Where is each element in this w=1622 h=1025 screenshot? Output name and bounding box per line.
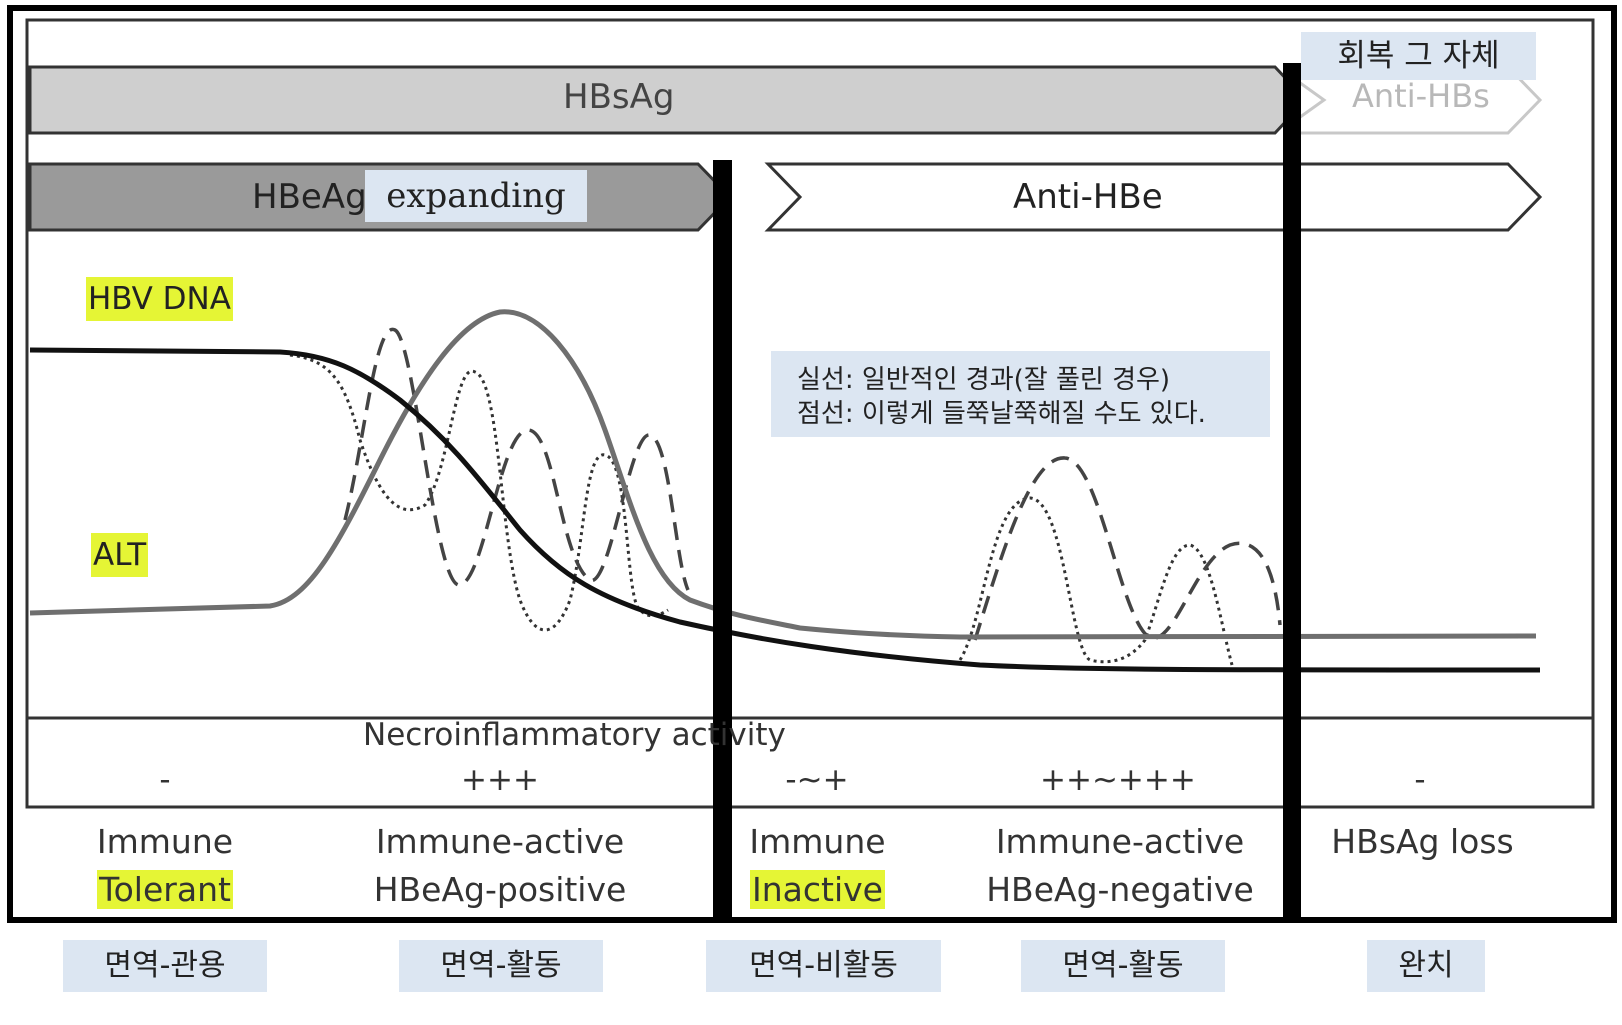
phase-2-label: Immune-active HBeAg-positive [340,818,660,914]
dna-dotted-curve-2 [958,496,1234,666]
korean-phase-3: 면역-비활동 [706,940,941,992]
phase-1-label: Immune Tolerant [45,818,285,914]
divider-1 [713,160,732,920]
alt-label: ALT [91,533,149,577]
phase-2-line2: HBeAg-positive [373,870,627,909]
phase-4-line2: HBeAg-negative [986,870,1254,909]
korean-phase-2: 면역-활동 [399,940,603,992]
anti-hbe-label: Anti-HBe [1013,177,1163,217]
hbeag-label: HBeAg [252,177,367,217]
alt-dashed-curve-2 [973,456,1282,641]
korean-phase-5: 완치 [1367,940,1485,992]
alt-solid-curve [29,309,1537,640]
phase-5-label: HBsAg loss [1305,818,1540,866]
anti-hbs-notch [1295,78,1327,122]
phase-5-line1: HBsAg loss [1331,822,1514,861]
phase-4-label: Immune-active HBeAg-negative [960,818,1280,914]
necro-value-1: - [159,762,171,798]
legend-box: 실선: 일반적인 경과(잘 풀린 경우) 점선: 이렇게 들쭉날쭉해질 수도 있… [771,351,1270,437]
legend-dotted-line: 점선: 이렇게 들쭉날쭉해질 수도 있다. [797,399,1206,429]
recovery-note: 회복 그 자체 [1301,32,1536,80]
legend-solid-line: 실선: 일반적인 경과(잘 풀린 경우) [797,365,1171,395]
phase-4-line1: Immune-active [995,822,1245,861]
necro-value-5: - [1414,762,1426,798]
anti-hbe-arrow [764,162,1543,232]
alt-dashed-curve [343,327,690,591]
phase-3-line2: Inactive [750,870,885,909]
inner-frame [25,18,1595,809]
necro-value-3: -~+ [785,762,849,798]
phase-1-line2: Tolerant [97,870,233,909]
anti-hbs-label: Anti-HBs [1352,77,1490,115]
phase-3-label: Immune Inactive [700,818,935,914]
expanding-note: expanding [365,170,587,222]
korean-phase-4: 면역-활동 [1021,940,1225,992]
hbv-dna-label: HBV DNA [86,277,233,321]
dna-dotted-curve [289,353,669,632]
hbsag-label: HBsAg [563,77,675,117]
divider-2 [1283,63,1301,920]
phase-2-line1: Immune-active [375,822,625,861]
hbv-dna-solid-curve [29,347,1541,673]
necro-title: Necroinflammatory activity [363,717,786,753]
necro-value-4: ++~+++ [1040,762,1196,798]
phase-3-line1: Immune [749,822,886,861]
necro-value-2: +++ [461,762,539,798]
korean-phase-1: 면역-관용 [63,940,267,992]
outer-frame [7,5,1617,923]
phase-1-line1: Immune [96,822,234,861]
